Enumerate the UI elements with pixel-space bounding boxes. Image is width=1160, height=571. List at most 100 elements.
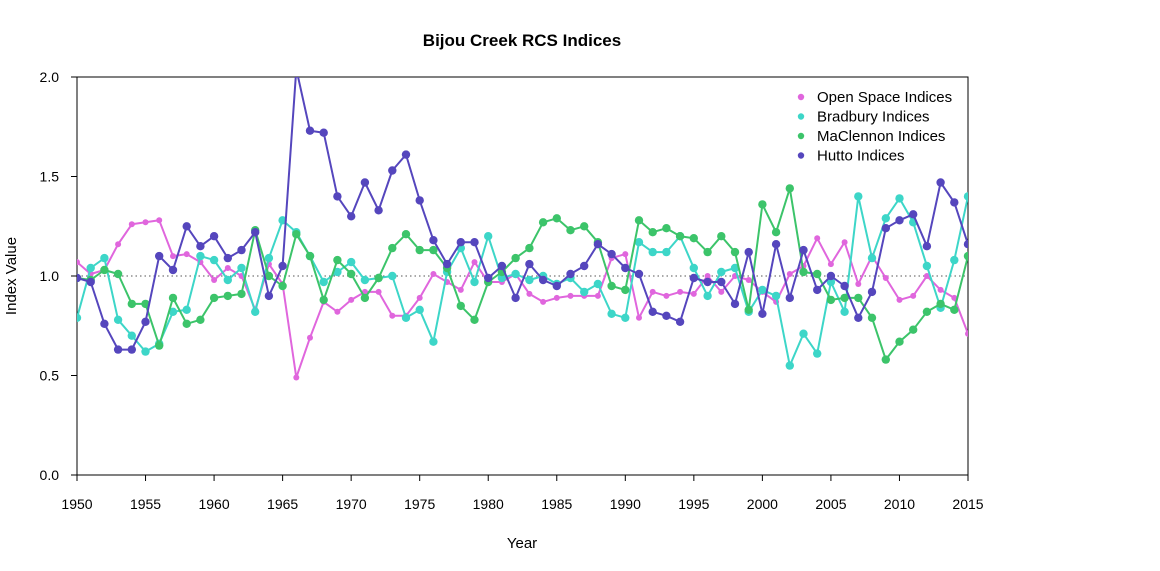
data-point <box>415 305 424 314</box>
y-axis: 0.0 0.5 1.0 1.5 2.0 <box>40 69 77 483</box>
data-point <box>497 261 507 271</box>
data-point <box>100 253 109 263</box>
data-point <box>401 230 411 239</box>
data-point <box>127 345 136 354</box>
x-axis: 1950 1955 1960 1965 1970 1975 1980 1985 1990 1995… <box>61 475 984 512</box>
data-point <box>127 299 136 309</box>
data-point <box>607 281 616 291</box>
data-point <box>689 263 698 273</box>
data-point <box>264 253 274 263</box>
data-point <box>855 281 862 287</box>
data-point <box>525 243 534 253</box>
data-point <box>717 277 726 287</box>
data-point <box>881 224 890 233</box>
data-point <box>593 240 603 249</box>
data-point <box>744 305 753 314</box>
data-point <box>471 259 478 266</box>
data-point <box>922 261 932 271</box>
data-point <box>675 232 685 241</box>
data-point <box>429 337 438 346</box>
y-tick-label: 2.0 <box>40 69 60 85</box>
data-point <box>677 288 684 295</box>
data-point <box>553 294 560 301</box>
data-point <box>717 267 726 277</box>
data-point <box>127 331 136 340</box>
chart-title: Bijou Creek RCS Indices <box>423 31 621 50</box>
data-point <box>854 293 863 303</box>
data-point <box>456 301 465 311</box>
data-point <box>854 313 863 322</box>
data-point <box>771 240 781 249</box>
data-point <box>965 330 968 337</box>
data-point <box>237 263 246 273</box>
data-point <box>689 273 698 283</box>
data-point <box>648 228 657 237</box>
data-point <box>621 263 630 273</box>
data-point <box>457 286 464 293</box>
data-point <box>785 361 794 370</box>
data-point <box>854 192 863 201</box>
series-4 <box>77 77 968 354</box>
data-point <box>223 275 232 285</box>
data-point <box>333 192 342 201</box>
data-point <box>730 299 740 309</box>
data-point <box>347 212 356 221</box>
data-point <box>607 309 616 318</box>
data-point <box>223 253 232 263</box>
data-point <box>566 226 575 235</box>
data-point <box>305 126 315 135</box>
data-point <box>348 296 355 303</box>
data-point <box>826 271 836 281</box>
data-point <box>950 255 959 265</box>
legend-entry: MaClennon Indices <box>817 128 945 145</box>
data-point <box>813 269 822 279</box>
data-point <box>374 206 383 215</box>
series-group <box>77 77 968 381</box>
data-point <box>429 245 438 255</box>
data-point <box>552 214 561 223</box>
data-point <box>895 216 904 225</box>
data-point <box>525 259 534 269</box>
data-point <box>840 307 849 316</box>
data-point <box>922 307 932 316</box>
data-point <box>607 249 616 259</box>
data-point <box>827 261 834 268</box>
data-point <box>662 224 671 233</box>
data-point <box>648 247 657 257</box>
data-point <box>799 267 808 277</box>
data-point <box>182 305 191 314</box>
data-point <box>730 263 740 273</box>
data-point <box>209 255 219 265</box>
data-point <box>730 247 740 257</box>
data-point <box>319 277 328 287</box>
legend-entry: Open Space Indices <box>817 89 952 106</box>
data-point <box>881 214 890 223</box>
data-point <box>662 247 671 257</box>
legend-entry: Bradbury Indices <box>817 109 930 126</box>
data-point <box>237 245 246 255</box>
data-point <box>484 273 493 283</box>
data-point <box>785 184 794 193</box>
data-point <box>758 285 767 295</box>
data-point <box>211 277 218 283</box>
data-point <box>950 198 959 207</box>
data-point <box>580 222 589 231</box>
data-point <box>100 265 109 275</box>
data-point <box>115 241 122 248</box>
x-tick-label: 2000 <box>747 496 778 512</box>
data-point <box>182 319 191 328</box>
data-point <box>251 228 260 237</box>
data-point <box>278 281 287 291</box>
data-point <box>196 315 205 324</box>
data-point <box>305 251 315 261</box>
data-point <box>470 238 479 247</box>
data-point <box>566 269 575 279</box>
data-point <box>388 243 397 253</box>
x-tick-label: 1950 <box>61 496 92 512</box>
series-2 <box>77 192 968 370</box>
x-tick-label: 1990 <box>610 496 641 512</box>
data-point <box>813 285 822 295</box>
data-point <box>170 253 176 260</box>
data-point <box>307 334 313 341</box>
data-point <box>717 232 726 241</box>
